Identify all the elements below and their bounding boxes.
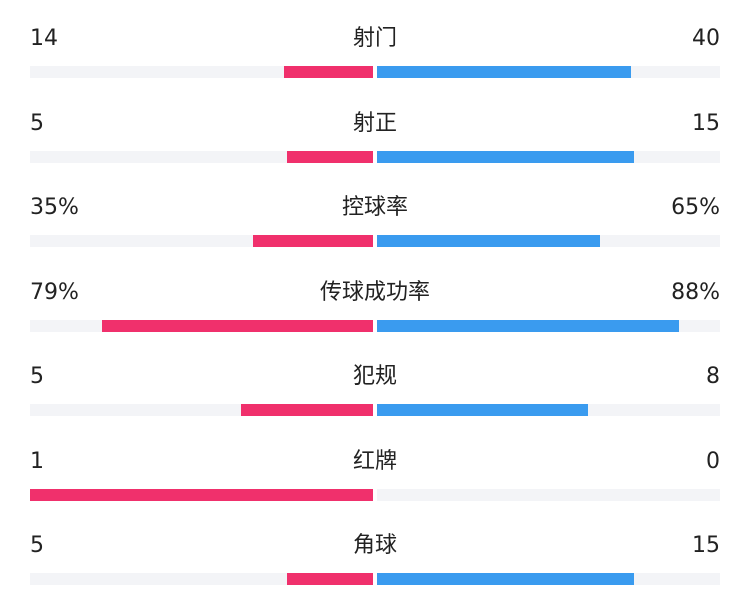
away-bar [377,150,634,163]
stat-label: 角球 [352,533,397,558]
away-value: 65% [671,195,720,220]
home-value: 79% [30,279,79,305]
away-bar [377,404,588,416]
away-bar-track [377,488,720,501]
home-bar [253,235,373,247]
away-bar [377,319,679,332]
away-value: 15 [692,110,720,136]
stat-row: 5 角球 15 [0,511,750,595]
home-value: 5 [30,533,44,558]
home-bar [287,573,373,585]
stat-label: 控球率 [341,195,408,220]
stat-row: 79% 传球成功率 88% [0,258,750,342]
stat-row: 1 红牌 0 [0,427,750,511]
home-value: 35% [30,195,79,220]
home-bar [284,66,373,78]
home-value: 5 [30,110,44,136]
home-value: 1 [30,448,44,474]
stat-label: 射正 [352,110,397,136]
stat-label: 射门 [352,26,397,51]
stat-label: 犯规 [352,364,397,389]
away-bar [377,573,634,585]
stat-label: 红牌 [352,448,397,474]
stat-row: 5 犯规 8 [0,342,750,426]
stat-row: 14 射门 40 [0,4,750,88]
away-bar [377,66,631,78]
away-value: 0 [706,448,720,474]
stat-row: 5 射正 15 [0,89,750,173]
home-value: 14 [30,26,58,51]
home-bar [30,488,373,501]
home-bar [102,319,373,332]
stat-row: 35% 控球率 65% [0,173,750,257]
home-value: 5 [30,364,44,389]
stat-label: 传球成功率 [319,279,430,305]
away-value: 8 [706,364,720,389]
home-bar [241,404,373,416]
away-value: 88% [671,279,720,305]
home-bar [287,150,373,163]
away-value: 40 [692,26,720,51]
away-bar [377,235,600,247]
away-value: 15 [692,533,720,558]
